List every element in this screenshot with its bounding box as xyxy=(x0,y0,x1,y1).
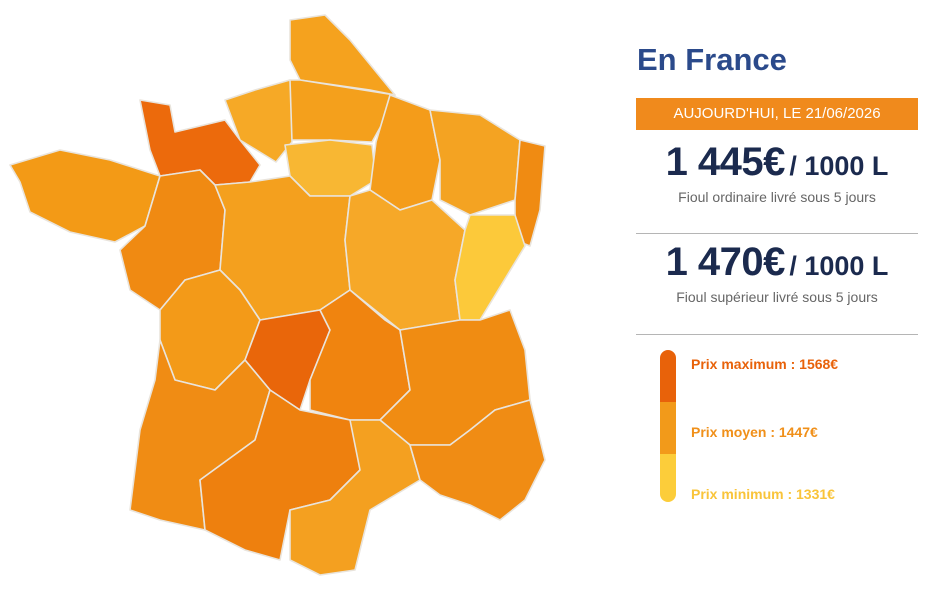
legend-label: Prix maximum : 1568€ xyxy=(691,356,839,372)
price-unit: / 1000 L xyxy=(789,251,889,281)
region xyxy=(429,109,521,216)
france-map xyxy=(9,14,546,576)
price-line: 1 445€ / 1000 L xyxy=(636,140,918,185)
region xyxy=(139,99,261,186)
legend-label: Prix minimum : 1331€ xyxy=(691,486,835,502)
price-block: 1 470€ / 1000 L Fioul supérieur livré so… xyxy=(636,240,918,335)
region xyxy=(9,149,161,243)
price-unit: / 1000 L xyxy=(789,151,889,181)
region xyxy=(514,139,546,247)
price: 1 470€ xyxy=(665,240,786,284)
price-block: 1 445€ / 1000 L Fioul ordinaire livré so… xyxy=(636,140,918,234)
region xyxy=(289,419,421,576)
price-description: Fioul supérieur livré sous 5 jours xyxy=(676,289,878,305)
price-line: 1 470€ / 1000 L xyxy=(636,240,918,285)
legend-bar xyxy=(660,350,676,502)
legend-label: Prix moyen : 1447€ xyxy=(691,424,818,440)
region xyxy=(409,399,546,521)
date-badge: AUJOURD'HUI, LE 21/06/2026 xyxy=(636,98,918,130)
price-description: Fioul ordinaire livré sous 5 jours xyxy=(678,189,876,205)
price: 1 445€ xyxy=(665,140,786,184)
title: En France xyxy=(637,42,787,77)
region xyxy=(454,214,526,321)
